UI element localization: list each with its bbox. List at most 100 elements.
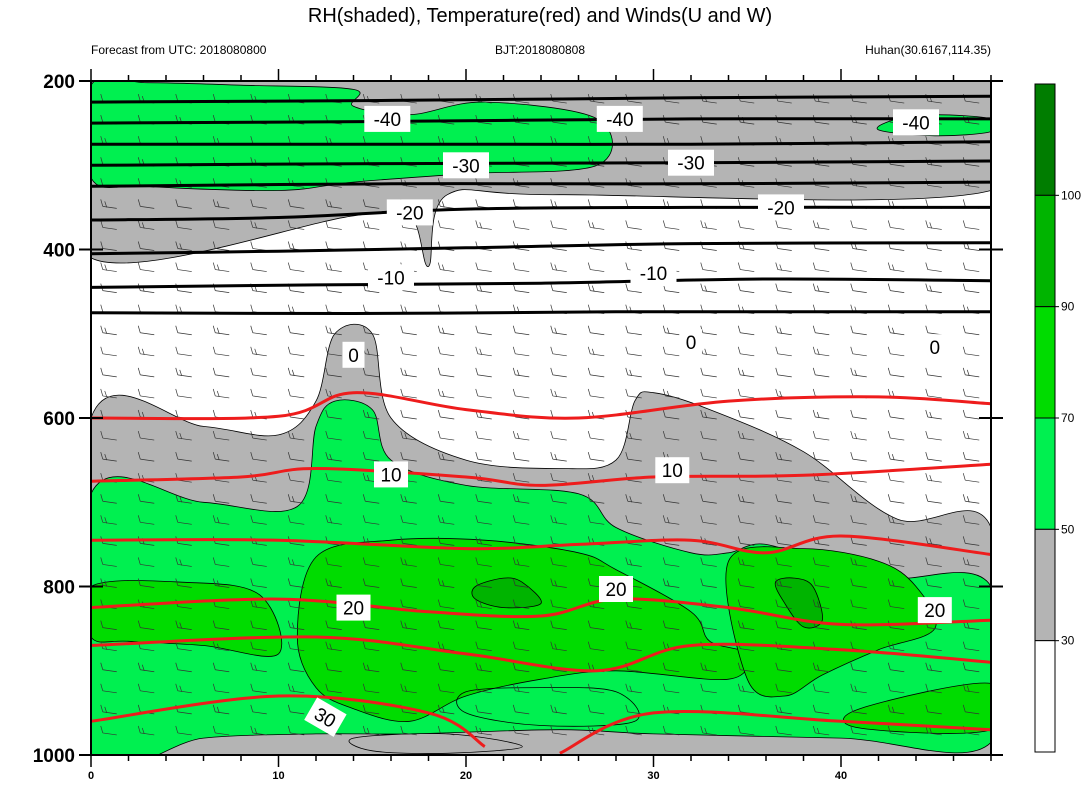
y-tick-label: 1000	[33, 746, 75, 767]
wind-barb-feather	[479, 538, 483, 545]
wind-barb	[702, 332, 717, 336]
wind-barb-feather	[925, 557, 929, 565]
wind-barb	[815, 711, 830, 715]
wind-barb-feather	[629, 559, 633, 566]
wind-barb-feather	[925, 578, 929, 586]
wind-barb	[552, 395, 567, 399]
wind-barb	[515, 585, 530, 588]
wind-barb-feather	[925, 641, 929, 649]
wind-barb-feather	[437, 494, 441, 502]
wind-barb-feather	[362, 367, 366, 375]
wind-barb-feather	[850, 220, 854, 228]
wind-barb	[440, 353, 455, 357]
wind-barb-feather	[475, 367, 479, 375]
wind-barb	[365, 585, 380, 588]
wind-barb	[290, 437, 305, 441]
wind-barb	[552, 606, 567, 609]
wind-barb-feather	[137, 683, 141, 691]
wind-barb-feather	[100, 388, 104, 397]
wind-barb	[815, 353, 830, 357]
wind-barb	[927, 416, 942, 420]
wind-barb-feather	[629, 685, 633, 692]
wind-barb	[177, 353, 192, 357]
wind-barb-feather	[475, 494, 479, 502]
wind-barb-feather	[325, 473, 329, 481]
wind-barb	[815, 248, 830, 251]
y-tick-label: 600	[43, 409, 75, 430]
wind-barb-feather	[929, 475, 933, 482]
contour-label-16: 20	[917, 597, 952, 624]
wind-barb-feather	[925, 283, 929, 291]
wind-barb-feather	[291, 685, 295, 692]
contour-label-text: -30	[452, 156, 479, 177]
wind-barb	[590, 500, 605, 504]
wind-barb	[140, 395, 155, 399]
wind-barb	[777, 711, 792, 715]
wind-barb-feather	[854, 243, 858, 250]
wind-barb	[852, 564, 867, 567]
wind-barb-feather	[175, 578, 179, 586]
wind-barb-feather	[437, 578, 441, 586]
wind-barb	[890, 564, 905, 567]
wind-barb-feather	[216, 264, 220, 271]
wind-barb-feather	[775, 367, 779, 375]
wind-barb	[665, 627, 680, 630]
wind-barb	[777, 227, 792, 230]
wind-barb-feather	[850, 683, 854, 691]
wind-barb	[477, 227, 492, 230]
wind-barb-feather	[587, 704, 591, 712]
wind-barb	[402, 711, 417, 715]
wind-barb-feather	[329, 201, 333, 208]
wind-barb	[740, 458, 755, 462]
wind-barb	[102, 269, 117, 272]
chart-title: RH(shaded), Temperature(red) and Winds(U…	[308, 5, 772, 27]
wind-barb	[477, 500, 492, 504]
wind-barb	[177, 437, 192, 441]
wind-barb	[402, 585, 417, 588]
wind-barb	[590, 248, 605, 251]
contour-label-layer: -40 -40 -40 -30 -30 -20 -20 -10 -10 0 0 0 10 10 20 20 20…	[304, 105, 952, 737]
contour-label-box	[596, 105, 643, 132]
wind-barb	[890, 543, 905, 546]
wind-barb	[702, 564, 717, 567]
contour-label-text: 0	[348, 346, 359, 367]
wind-barb-feather	[737, 683, 741, 691]
wind-barb-feather	[479, 664, 483, 671]
wind-barb	[252, 353, 267, 357]
wind-barb-feather	[812, 220, 816, 228]
colorbar-label: 100	[1061, 188, 1081, 202]
x-tick-label: 10	[272, 770, 284, 782]
wind-barb-feather	[212, 93, 216, 102]
wind-barb	[515, 416, 530, 420]
wind-barb-feather	[437, 367, 441, 375]
wind-barb	[515, 227, 530, 230]
wind-barb-feather	[175, 683, 179, 691]
wind-barb	[552, 437, 567, 441]
wind-barb-feather	[325, 409, 329, 418]
wind-barb-feather	[325, 367, 329, 375]
wind-barb-feather	[925, 536, 929, 544]
wind-barb	[252, 269, 267, 272]
wind-barb	[515, 374, 530, 378]
wind-barb	[852, 437, 867, 441]
wind-barb	[252, 732, 267, 736]
wind-barb	[927, 458, 942, 462]
wind-barb	[740, 269, 755, 272]
isotherm-black-5	[91, 205, 991, 222]
wind-barb	[852, 416, 867, 420]
wind-barb-feather	[662, 409, 666, 418]
wind-barb-feather	[587, 367, 591, 375]
wind-barb	[515, 121, 530, 125]
wind-barb-feather	[887, 725, 891, 734]
wind-barb	[327, 206, 342, 209]
wind-barb-feather	[250, 136, 254, 144]
wind-barb	[402, 669, 417, 673]
wind-barb	[177, 269, 192, 272]
wind-barb-feather	[812, 578, 816, 586]
wind-barb	[740, 374, 755, 378]
wind-barb	[702, 521, 717, 525]
wind-barb-feather	[812, 262, 816, 270]
wind-barb-feather	[812, 283, 816, 291]
y-tick-label: 200	[43, 72, 75, 93]
wind-barb-feather	[854, 559, 858, 566]
